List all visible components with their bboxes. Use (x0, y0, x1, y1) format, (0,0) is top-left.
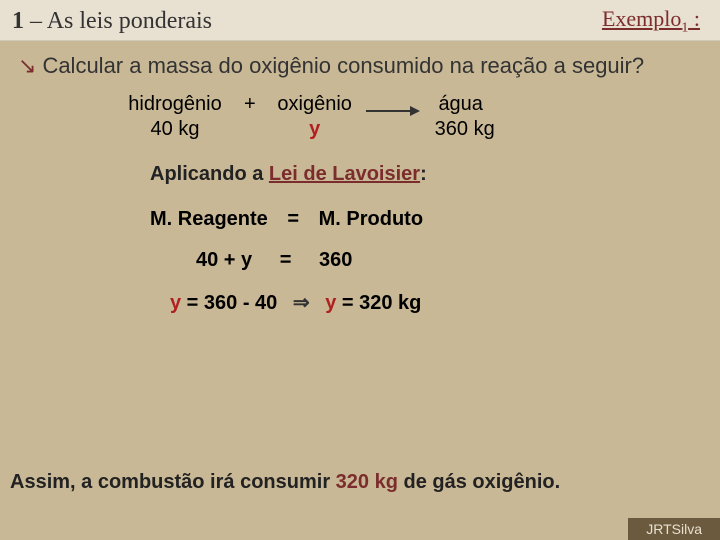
example-label: Exemplo1 : (602, 6, 700, 36)
law-name: Lei de Lavoisier (269, 163, 420, 185)
product-mass: 360 kg (430, 118, 500, 141)
apply-law: Aplicando a Lei de Lavoisier: (150, 163, 720, 186)
reaction-block: hidrogênio + oxigênio água 40 kg + y 360… (0, 87, 720, 141)
reaction-arrow-icon (366, 104, 416, 106)
reaction-equation: hidrogênio + oxigênio água (120, 93, 720, 116)
eq-rhs: M. Produto (319, 208, 423, 230)
y-var-3: y (325, 292, 336, 314)
footer-credit: JRTSilva (628, 518, 720, 540)
line3a: = 360 - 40 (181, 292, 277, 314)
eq-lhs: M. Reagente (150, 208, 268, 230)
y-var-1: y (241, 249, 252, 271)
y-var-2: y (170, 292, 181, 314)
title-text: As leis ponderais (47, 8, 212, 34)
eq-sign-1: = (287, 208, 299, 230)
conclusion-highlight: 320 kg (336, 471, 398, 493)
slide-header: 1 – As leis ponderais Exemplo1 : (0, 0, 720, 41)
example-word: Exemplo (602, 6, 681, 31)
reagent1-mass: 40 kg (120, 118, 230, 141)
section-title: 1 – As leis ponderais (12, 8, 212, 35)
numeric-equation: 40 + y = 360 (150, 249, 720, 272)
conclusion-suffix: de gás oxigênio. (398, 471, 560, 493)
mass-equation: M. Reagente = M. Produto (150, 208, 720, 231)
line2-lhs: 40 + y (196, 249, 252, 271)
example-colon: : (688, 6, 700, 31)
reagent2-mass: y (270, 118, 360, 141)
section-number: 1 (12, 8, 24, 34)
eq-sign-2: = (280, 249, 292, 271)
reagent1: hidrogênio (120, 93, 230, 116)
title-dash: – (24, 8, 47, 34)
plus-sign: + (244, 93, 256, 116)
slide: 1 – As leis ponderais Exemplo1 : ↘Calcul… (0, 0, 720, 540)
reaction-masses: 40 kg + y 360 kg (120, 118, 720, 141)
line3b: = 320 kg (336, 292, 421, 314)
implies-icon: ⇒ (293, 290, 310, 315)
apply-colon: : (420, 163, 427, 185)
bullet-arrow-icon: ↘ (18, 53, 36, 78)
line2-rhs: 360 (319, 249, 352, 271)
conclusion-prefix: Assim, a combustão irá consumir (10, 471, 336, 493)
solve-line: y = 360 - 40 ⇒ y = 320 kg (150, 290, 720, 315)
apply-prefix: Aplicando a (150, 163, 269, 185)
question-block: ↘Calcular a massa do oxigênio consumido … (0, 41, 720, 87)
solution-block: Aplicando a Lei de Lavoisier: M. Reagent… (0, 163, 720, 315)
spacer-arrow (360, 118, 430, 141)
question-text: Calcular a massa do oxigênio consumido n… (42, 53, 644, 78)
reagent2: oxigênio (270, 93, 360, 116)
product: água (426, 93, 496, 116)
conclusion: Assim, a combustão irá consumir 320 kg d… (10, 471, 560, 494)
